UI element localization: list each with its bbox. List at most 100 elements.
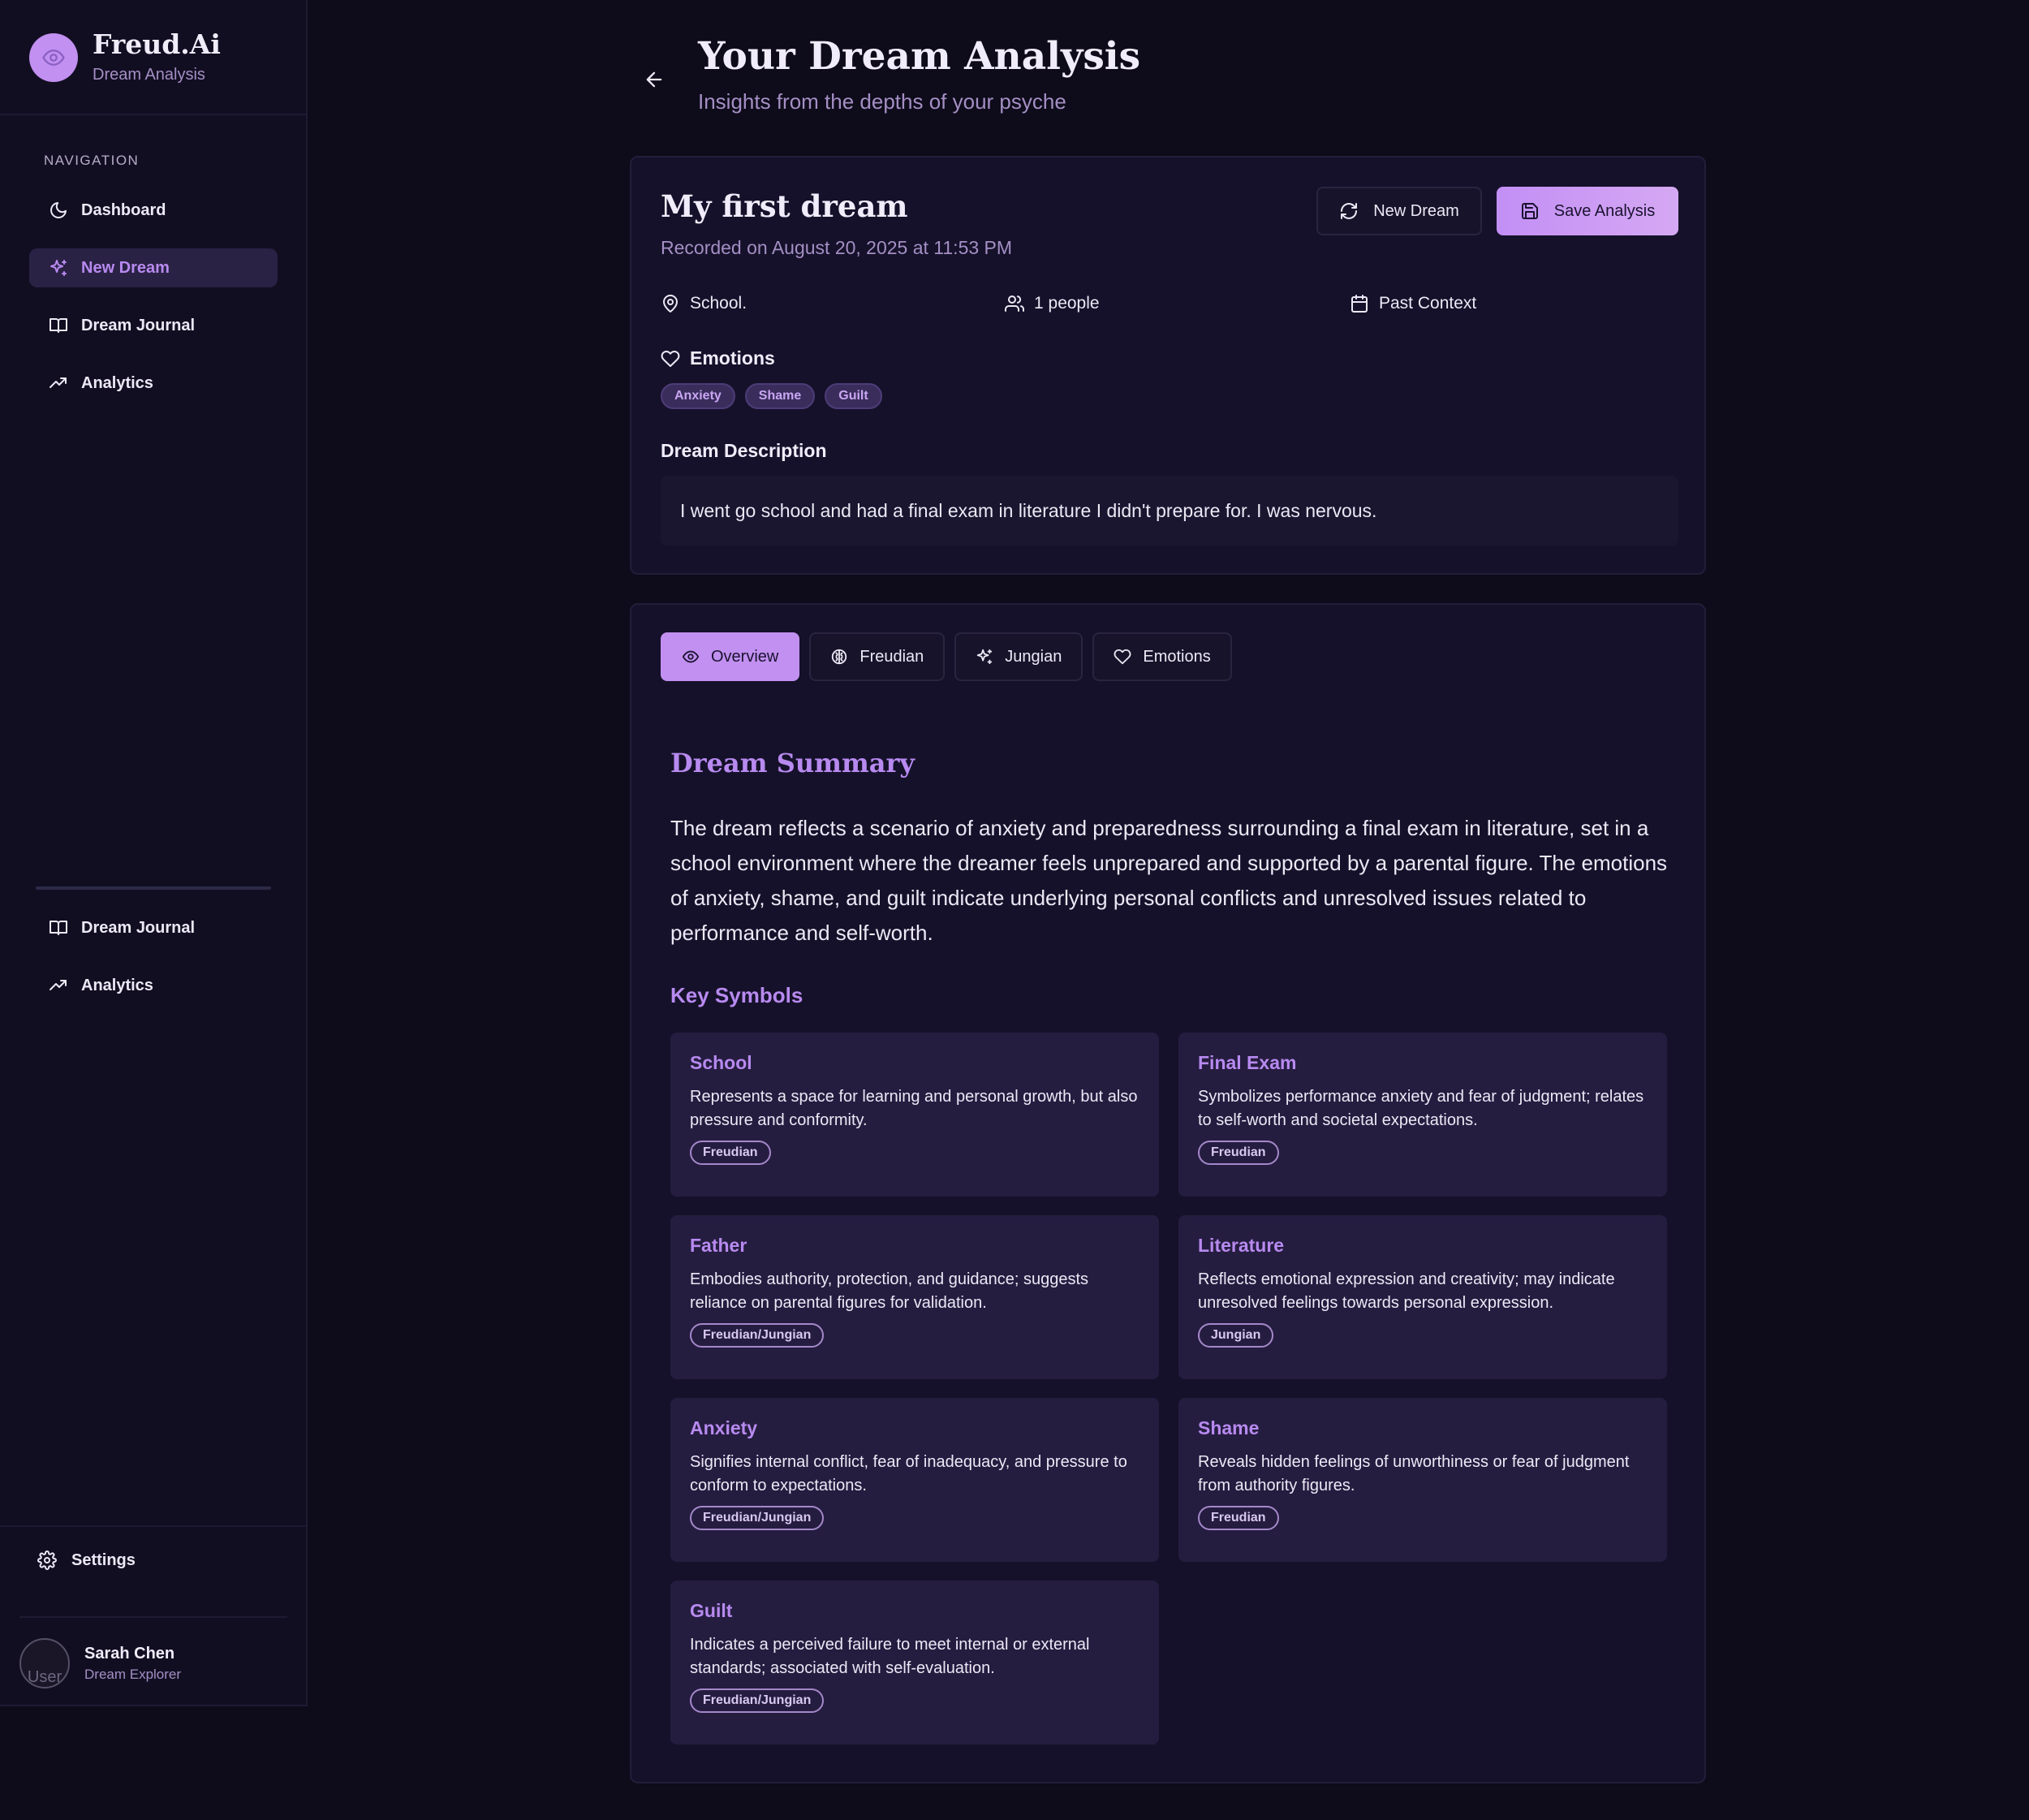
context-text: Past Context — [1379, 294, 1477, 313]
brand-subtitle: Dream Analysis — [93, 66, 205, 84]
tab-overview[interactable]: Overview — [661, 632, 800, 681]
people-text: 1 people — [1034, 294, 1100, 313]
map-pin-icon — [661, 294, 680, 313]
emotion-chips: Anxiety Shame Guilt — [661, 383, 882, 409]
sidebar-item-dream-journal-secondary[interactable]: Dream Journal — [29, 908, 278, 947]
trending-up-icon — [49, 976, 68, 995]
analysis-card: Overview Freudian Jungian Emotions Dream… — [630, 603, 1706, 1783]
symbol-tag: Freudian — [1198, 1506, 1279, 1530]
symbol-text: Symbolizes performance anxiety and fear … — [1198, 1088, 1644, 1129]
emotions-heading: Emotions — [661, 347, 775, 369]
nav-section-label: NAVIGATION — [44, 153, 140, 168]
sidebar-item-dashboard[interactable]: Dashboard — [29, 191, 278, 230]
analysis-tabs: Overview Freudian Jungian Emotions — [661, 632, 1232, 681]
people-meta: 1 people — [1005, 294, 1100, 313]
symbol-card-literature: Literature Reflects emotional expression… — [1178, 1215, 1667, 1379]
symbol-title: Final Exam — [1198, 1052, 1297, 1073]
emotion-chip: Shame — [744, 383, 816, 409]
symbol-title: Father — [690, 1235, 747, 1256]
symbol-tag: Freudian/Jungian — [690, 1688, 825, 1713]
symbol-text: Embodies authority, protection, and guid… — [690, 1270, 1089, 1312]
symbol-title: School — [690, 1052, 752, 1073]
sparkles-icon — [49, 258, 68, 278]
sidebar-item-new-dream[interactable]: New Dream — [29, 248, 278, 287]
brand[interactable]: Freud.Ai Dream Analysis — [29, 31, 221, 84]
eye-icon — [682, 648, 700, 666]
symbol-card-father: Father Embodies authority, protection, a… — [670, 1215, 1159, 1379]
tab-jungian[interactable]: Jungian — [954, 632, 1083, 681]
tab-label: Overview — [711, 647, 779, 666]
tab-emotions[interactable]: Emotions — [1092, 632, 1232, 681]
sidebar-item-analytics-secondary[interactable]: Analytics — [29, 966, 278, 1005]
refresh-icon — [1339, 201, 1359, 221]
dream-title: My first dream — [661, 188, 908, 224]
divider — [36, 886, 271, 890]
gear-icon — [37, 1550, 57, 1570]
recorded-date: Recorded on August 20, 2025 at 11:53 PM — [661, 237, 1013, 258]
tab-label: Emotions — [1143, 647, 1211, 666]
user-profile[interactable]: User Sarah Chen Dream Explorer — [19, 1638, 181, 1688]
users-icon — [1005, 294, 1024, 313]
symbol-card-shame: Shame Reveals hidden feelings of unworth… — [1178, 1398, 1667, 1562]
context-meta: Past Context — [1350, 294, 1476, 313]
sidebar-item-dream-journal[interactable]: Dream Journal — [29, 306, 278, 345]
avatar: User — [19, 1638, 70, 1688]
sidebar-item-analytics[interactable]: Analytics — [29, 364, 278, 403]
sidebar-item-label: Dashboard — [81, 201, 166, 219]
location-meta: School. — [661, 294, 747, 313]
eye-icon — [29, 33, 78, 82]
divider — [19, 1616, 287, 1618]
symbol-card-school: School Represents a space for learning a… — [670, 1033, 1159, 1197]
symbol-text: Represents a space for learning and pers… — [690, 1088, 1138, 1129]
symbol-card-anxiety: Anxiety Signifies internal conflict, fea… — [670, 1398, 1159, 1562]
symbol-tag: Freudian/Jungian — [690, 1506, 825, 1530]
emotion-chip: Anxiety — [661, 383, 735, 409]
sparkles-icon — [976, 648, 993, 666]
divider — [0, 114, 306, 115]
sidebar-item-label: Analytics — [81, 976, 153, 994]
arrow-left-icon — [643, 68, 666, 91]
calendar-icon — [1350, 294, 1369, 313]
page-title: Your Dream Analysis — [698, 34, 1141, 79]
key-symbols-title: Key Symbols — [670, 983, 803, 1007]
brain-icon — [830, 648, 848, 666]
symbol-title: Guilt — [690, 1600, 733, 1621]
symbol-text: Signifies internal conflict, fear of ina… — [690, 1453, 1127, 1494]
save-analysis-button[interactable]: Save Analysis — [1497, 187, 1678, 235]
symbol-tag: Freudian — [690, 1141, 771, 1165]
trending-up-icon — [49, 373, 68, 393]
symbol-tag: Freudian — [1198, 1141, 1279, 1165]
description-heading: Dream Description — [661, 440, 827, 461]
symbol-card-guilt: Guilt Indicates a perceived failure to m… — [670, 1581, 1159, 1745]
user-role: Dream Explorer — [84, 1666, 182, 1682]
new-dream-button[interactable]: New Dream — [1316, 187, 1482, 235]
symbol-title: Anxiety — [690, 1417, 758, 1438]
symbol-card-final-exam: Final Exam Symbolizes performance anxiet… — [1178, 1033, 1667, 1197]
sidebar: Freud.Ai Dream Analysis NAVIGATION Dashb… — [0, 0, 308, 1706]
settings-button[interactable]: Settings — [37, 1550, 136, 1570]
location-text: School. — [690, 294, 747, 313]
summary-title: Dream Summary — [670, 748, 915, 778]
moon-icon — [49, 201, 68, 220]
save-analysis-label: Save Analysis — [1553, 201, 1656, 220]
save-icon — [1520, 201, 1540, 221]
tab-freudian[interactable]: Freudian — [809, 632, 946, 681]
page-subtitle: Insights from the depths of your psyche — [698, 89, 1066, 114]
dream-details-card: My first dream Recorded on August 20, 20… — [630, 156, 1706, 575]
emotion-chip: Guilt — [825, 383, 882, 409]
sidebar-item-label: Dream Journal — [81, 316, 196, 334]
symbol-tag: Jungian — [1198, 1323, 1274, 1348]
tab-label: Jungian — [1005, 647, 1062, 666]
heart-icon — [661, 349, 680, 369]
symbol-title: Literature — [1198, 1235, 1285, 1256]
symbol-text: Reveals hidden feelings of unworthiness … — [1198, 1453, 1630, 1494]
symbol-text: Indicates a perceived failure to meet in… — [690, 1636, 1090, 1677]
brand-title: Freud.Ai — [93, 28, 221, 60]
symbol-text: Reflects emotional expression and creati… — [1198, 1270, 1615, 1312]
divider — [0, 1525, 306, 1527]
back-button[interactable] — [643, 68, 666, 91]
sidebar-item-label: Analytics — [81, 373, 153, 392]
symbol-tag: Freudian/Jungian — [690, 1323, 825, 1348]
book-icon — [49, 918, 68, 938]
sidebar-item-label: New Dream — [81, 258, 170, 277]
